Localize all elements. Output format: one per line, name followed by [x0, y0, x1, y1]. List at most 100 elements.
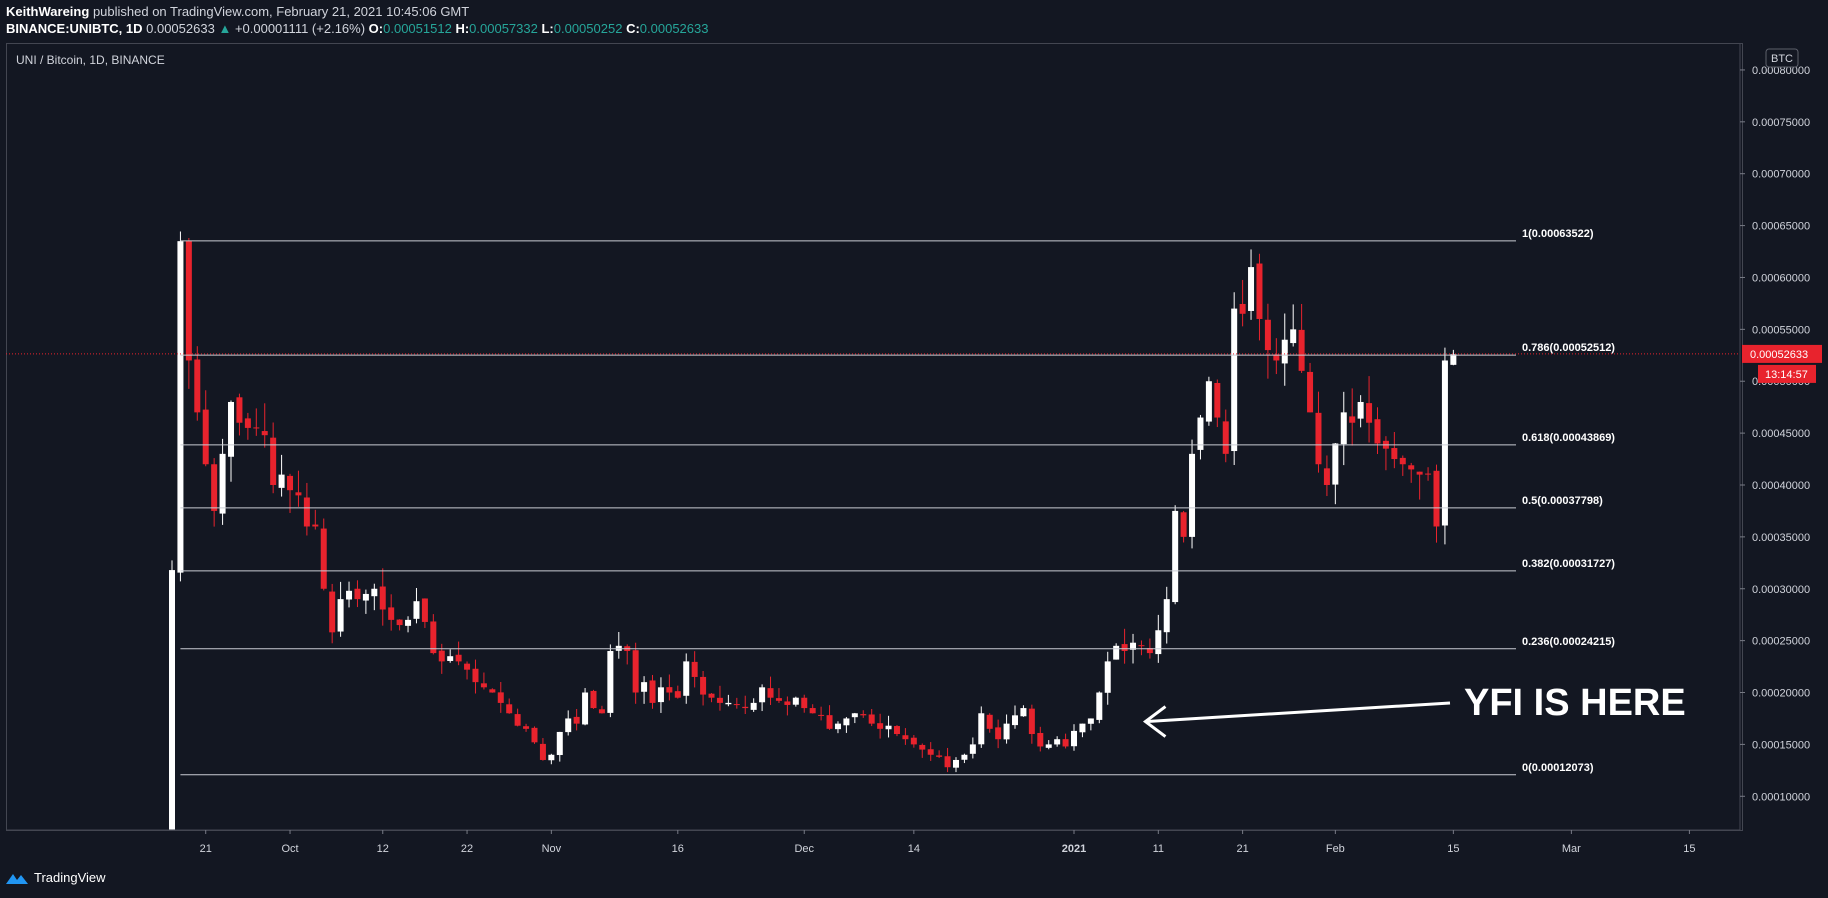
candle-body [885, 725, 892, 730]
candle-body [716, 697, 723, 703]
candle-body [632, 650, 639, 693]
fib-level-label: 0.236(0.00024215) [1522, 636, 1615, 648]
candle-body [169, 570, 175, 830]
symbol-label: BINANCE:UNIBTC, 1D [6, 21, 143, 36]
candle-body [1416, 471, 1423, 475]
open-value: 0.00051512 [383, 21, 452, 36]
candle-body [877, 723, 884, 729]
candle-body [598, 709, 605, 714]
close-value: 0.00052633 [639, 21, 709, 36]
time-tick-label: 15 [1683, 843, 1695, 855]
candle-body [278, 474, 285, 488]
tradingview-brand[interactable]: TradingView [34, 870, 106, 885]
candle-body [674, 691, 681, 698]
candle-body [472, 668, 479, 683]
candle-body [1323, 468, 1330, 485]
candle-body [1239, 303, 1246, 314]
candle-body [261, 431, 268, 436]
candle-body [1248, 267, 1255, 311]
candle-body [202, 409, 209, 465]
candle-body [641, 682, 648, 692]
candle-body [919, 744, 926, 750]
candle-body [1290, 329, 1297, 344]
candle-body [320, 528, 327, 589]
candle-body [801, 697, 808, 709]
chart-title: UNI / Bitcoin, 1D, BINANCE [16, 53, 165, 67]
candle-body [556, 731, 563, 756]
time-tick-label: Nov [542, 843, 562, 855]
candle-body [708, 693, 715, 698]
candle-body [303, 497, 310, 527]
publish-line: KeithWareing published on TradingView.co… [6, 3, 708, 20]
author-name[interactable]: KeithWareing [6, 4, 90, 19]
price-tick-label: 0.00055000 [1752, 324, 1810, 336]
candle-body [1012, 715, 1018, 726]
candle-body [691, 661, 698, 677]
price-tick-label: 0.00030000 [1752, 584, 1810, 596]
candle-body [1113, 645, 1120, 660]
candle-body [1214, 383, 1221, 418]
time-tick-label: 21 [1236, 843, 1248, 855]
candle-body [893, 726, 900, 735]
annotation-text: YFI IS HERE [1464, 682, 1686, 724]
candle-body [514, 714, 521, 726]
candle-body [1205, 381, 1212, 422]
candle-body [194, 359, 201, 413]
candle-body [784, 701, 791, 705]
currency-badge-text: BTC [1771, 53, 1793, 65]
candle-body [843, 718, 850, 726]
last-price-tag [1742, 344, 1822, 363]
candle-body [1425, 473, 1432, 475]
candle-body [809, 708, 816, 714]
candle-body [826, 715, 833, 729]
candle-body [759, 687, 766, 703]
candle-body [1340, 412, 1347, 445]
candle-body [683, 661, 690, 696]
candle-body [346, 590, 353, 600]
candle-body [1391, 448, 1398, 460]
candle-body [480, 683, 487, 688]
price-tick-label: 0.00060000 [1752, 272, 1810, 284]
candle-body [818, 714, 825, 716]
candle-body [1189, 453, 1196, 537]
time-tick-label: Dec [794, 843, 814, 855]
time-tick-label: 15 [1447, 843, 1459, 855]
up-arrow-icon: ▲ [218, 21, 232, 36]
candle-body [1138, 645, 1145, 647]
candle-body [910, 737, 917, 745]
footer: TradingView [6, 870, 106, 885]
annotation-arrow-shaft [1145, 701, 1451, 724]
candle-body [700, 676, 707, 695]
candle-body [1003, 723, 1010, 740]
candle-body [523, 726, 530, 729]
candle-body [177, 241, 184, 573]
candle-body [1121, 644, 1128, 652]
time-tick-label: 16 [672, 843, 684, 855]
currency-badge [1765, 48, 1799, 68]
time-tick-label: 21 [200, 843, 212, 855]
candle-body [1071, 730, 1078, 747]
fib-level-label: 0.786(0.00052512) [1522, 342, 1615, 354]
candle-body [337, 599, 344, 632]
candle-body [657, 687, 664, 703]
candle-body [379, 586, 386, 610]
candle-body [750, 702, 757, 710]
candle-body [1180, 512, 1187, 537]
candle-body [405, 619, 412, 626]
candle-body [497, 692, 504, 703]
countdown-tag-text: 13:14:57 [1765, 369, 1808, 381]
price-change: +0.00001111 (+2.16%) [234, 21, 366, 36]
high-value: 0.00057332 [469, 21, 538, 36]
candle-body [1307, 371, 1314, 413]
candle-body [969, 744, 976, 754]
candle-body [1349, 416, 1356, 423]
price-tick-label: 0.00045000 [1752, 428, 1810, 440]
candle-body [506, 704, 513, 714]
candle-body [742, 706, 749, 709]
candle-body [1197, 417, 1204, 450]
candle-body [1357, 401, 1364, 419]
close-label: C: [626, 21, 640, 36]
candle-body [952, 759, 959, 768]
candle-body [1273, 354, 1280, 361]
